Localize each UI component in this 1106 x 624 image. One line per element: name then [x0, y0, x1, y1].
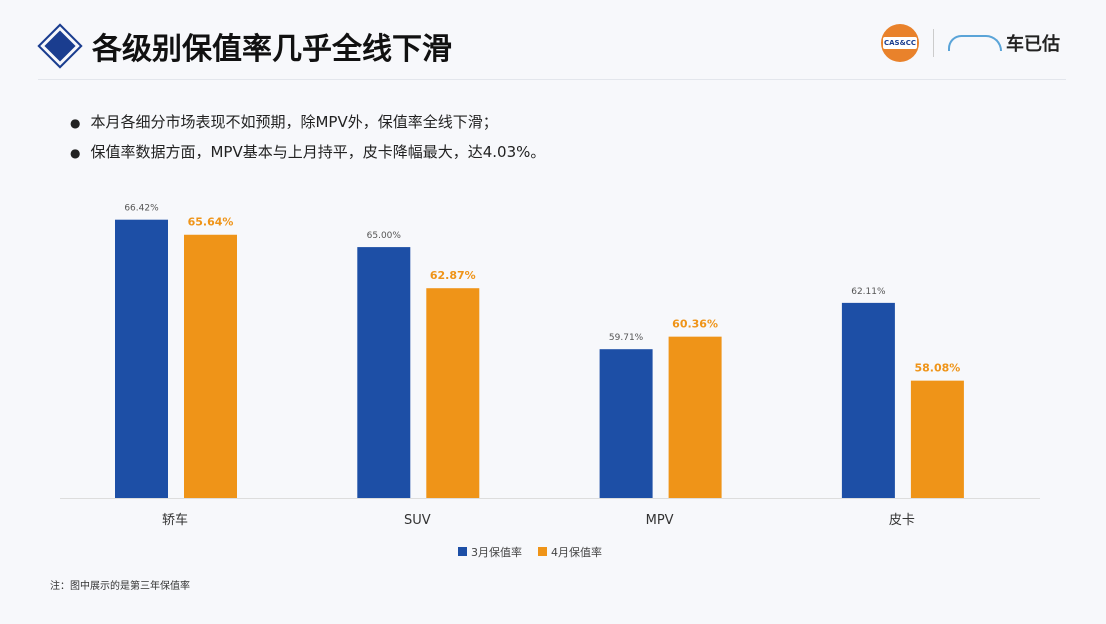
category-label: 皮卡 [889, 513, 915, 528]
legend-label: 3月保值率 [471, 545, 522, 559]
legend-label: 4月保值率 [551, 545, 602, 559]
bar-march [599, 349, 653, 498]
cheyigu-logo: 车已估 [948, 30, 1060, 56]
bar-april [184, 234, 237, 499]
data-label: 65.00% [367, 231, 402, 241]
divider [38, 79, 1066, 80]
bar-april [910, 380, 964, 498]
data-label: 58.08% [914, 362, 960, 375]
category-label: SUV [404, 513, 431, 528]
data-label: 62.87% [430, 269, 476, 282]
data-label: 66.42% [124, 204, 159, 214]
bullet-item: 本月各细分市场表现不如预期，除MPV外，保值率全线下滑； [70, 108, 545, 138]
data-label: 59.71% [609, 333, 644, 343]
bar-march [115, 219, 168, 498]
footnote: 注：图中展示的是第三年保值率 [50, 581, 190, 592]
legend-swatch [538, 547, 547, 556]
legend-swatch [458, 547, 467, 556]
bar-april [426, 288, 480, 498]
category-label: 轿车 [162, 512, 188, 528]
data-label: 65.64% [188, 216, 234, 229]
bar-march [357, 247, 411, 498]
data-label: 62.11% [851, 287, 886, 297]
logo-text: 车已估 [1006, 34, 1060, 55]
title-bar: 各级别保值率几乎全线下滑 [37, 23, 452, 69]
cascc-logo: CAS&CC [881, 24, 919, 62]
bar-march [841, 302, 895, 498]
category-label: MPV [646, 513, 674, 528]
bullet-item: 保值率数据方面，MPV基本与上月持平，皮卡降幅最大，达4.03%。 [70, 138, 545, 168]
data-label: 60.36% [672, 318, 718, 331]
bar-april [668, 336, 722, 498]
page-title: 各级别保值率几乎全线下滑 [92, 32, 452, 67]
logos: CAS&CC 车已估 [881, 24, 1060, 62]
bullet-list: 本月各细分市场表现不如预期，除MPV外，保值率全线下滑； 保值率数据方面，MPV… [70, 108, 545, 168]
divider [933, 29, 934, 57]
